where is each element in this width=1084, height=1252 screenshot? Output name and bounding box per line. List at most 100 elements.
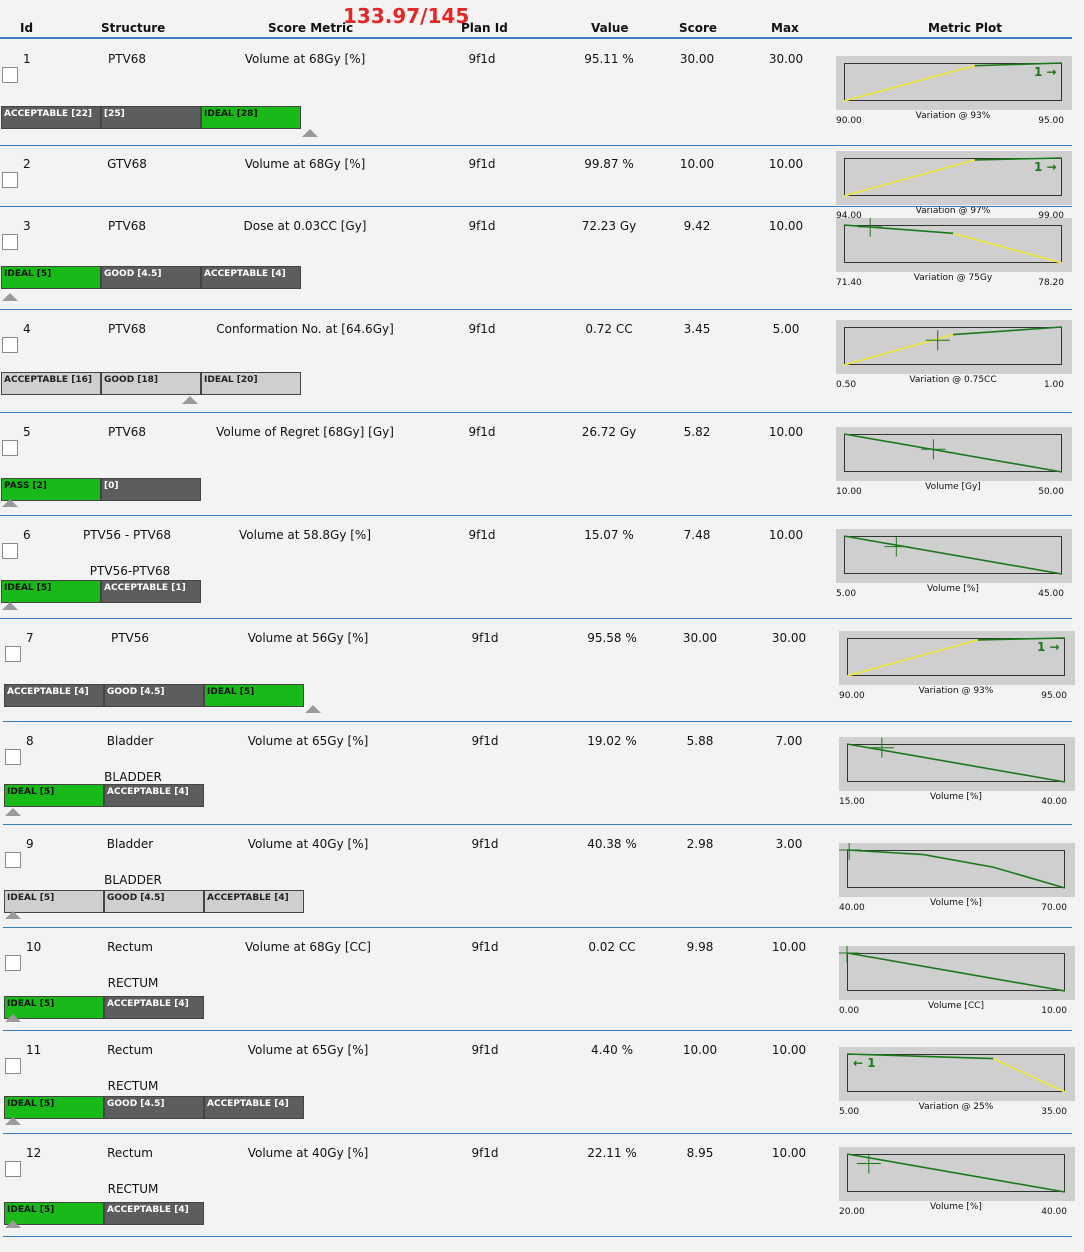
- metric-plot: [836, 320, 1072, 374]
- col-max-header[interactable]: Max: [771, 21, 799, 35]
- plot-area: [847, 744, 1065, 782]
- col-plan-header[interactable]: Plan Id: [461, 21, 508, 35]
- score-pointer-icon: [2, 293, 18, 301]
- row-checkbox[interactable]: [2, 337, 18, 353]
- row-score: 8.95: [686, 1146, 714, 1160]
- row-checkbox[interactable]: [5, 1161, 21, 1177]
- row-score: 7.48: [683, 528, 711, 542]
- table-row[interactable]: 3 PTV68 Dose at 0.03CC [Gy] 9f1d 72.23 Gy 9.4…: [0, 207, 1076, 310]
- plot-caption: Volume [Gy]: [925, 482, 981, 492]
- threshold-label: IDEAL [5]: [7, 787, 55, 797]
- row-checkbox[interactable]: [5, 646, 21, 662]
- plot-svg: [839, 946, 1066, 992]
- plot-max-label: 70.00: [1041, 903, 1067, 913]
- threshold-segment: GOOD [18]: [101, 372, 201, 395]
- table-row[interactable]: 11 Rectum Volume at 65Gy [%] 9f1d 4.40 % 10.0…: [0, 1031, 1076, 1134]
- row-metric: Volume of Regret [68Gy] [Gy]: [216, 425, 394, 439]
- plot-svg: [843, 535, 1063, 575]
- row-score: 30.00: [682, 631, 718, 645]
- row-value: 72.23 Gy: [581, 219, 637, 233]
- row-checkbox[interactable]: [2, 67, 18, 83]
- col-score-header[interactable]: Score: [679, 21, 718, 35]
- col-structure-header[interactable]: Structure: [101, 21, 166, 35]
- threshold-label: IDEAL [5]: [4, 583, 52, 593]
- row-plan-id: 9f1d: [471, 1146, 499, 1160]
- plot-svg: [843, 433, 1063, 473]
- col-plot-header[interactable]: Metric Plot: [928, 21, 1003, 35]
- current-value-marker: [884, 536, 909, 557]
- table-row[interactable]: 2 GTV68 Volume at 68Gy [%] 9f1d 99.87 % 10.00…: [0, 145, 1076, 221]
- threshold-label: PASS [2]: [4, 481, 47, 491]
- row-checkbox[interactable]: [2, 440, 18, 456]
- score-pointer-icon: [5, 1117, 21, 1125]
- row-value: 19.02 %: [587, 734, 637, 748]
- row-max: 30.00: [771, 631, 807, 645]
- row-checkbox[interactable]: [5, 955, 21, 971]
- row-score: 9.98: [686, 940, 714, 954]
- row-id: 1: [23, 52, 31, 66]
- row-max: 5.00: [772, 322, 800, 336]
- row-id: 3: [23, 219, 31, 233]
- row-max: 10.00: [768, 528, 804, 542]
- row-id: 4: [23, 322, 31, 336]
- plot-caption: Variation @ 93%: [918, 686, 994, 696]
- threshold-label: IDEAL [5]: [7, 1205, 55, 1215]
- col-value-header[interactable]: Value: [591, 21, 629, 35]
- threshold-label: ACCEPTABLE [4]: [207, 1099, 289, 1109]
- score-threshold-bar: IDEAL [5] ACCEPTABLE [4]: [4, 784, 204, 807]
- row-max: 10.00: [771, 1146, 807, 1160]
- table-row[interactable]: 1 PTV68 Volume at 68Gy [%] 9f1d 95.11 % 30.00…: [0, 40, 1076, 146]
- threshold-label: IDEAL [5]: [7, 893, 55, 903]
- col-metric-header[interactable]: Score Metric: [268, 21, 354, 35]
- score-threshold-bar: ACCEPTABLE [16] GOOD [18] IDEAL [20]: [1, 372, 301, 395]
- row-checkbox[interactable]: [2, 543, 18, 559]
- row-score: 5.82: [683, 425, 711, 439]
- threshold-label: ACCEPTABLE [4]: [204, 269, 286, 279]
- table-row[interactable]: 8 Bladder Volume at 65Gy [%] 9f1d 19.02 % 5.8…: [0, 722, 1076, 825]
- metric-curve: [974, 62, 1063, 67]
- row-checkbox[interactable]: [5, 1058, 21, 1074]
- table-row[interactable]: 10 Rectum Volume at 68Gy [CC] 9f1d 0.02 CC 9.…: [0, 928, 1076, 1031]
- row-value: 95.11 %: [584, 52, 634, 66]
- row-divider: [3, 721, 1072, 722]
- score-pointer-icon: [182, 396, 198, 404]
- row-metric: Volume at 68Gy [CC]: [245, 940, 371, 954]
- threshold-segment: IDEAL [5]: [4, 996, 104, 1019]
- row-sub-structure: BLADDER: [104, 873, 162, 887]
- plot-area: [847, 1154, 1065, 1192]
- threshold-segment: IDEAL [5]: [4, 890, 104, 913]
- row-metric: Volume at 58.8Gy [%]: [238, 528, 372, 542]
- threshold-segment: ACCEPTABLE [16]: [1, 372, 101, 395]
- row-score: 10.00: [682, 1043, 718, 1057]
- row-metric: Volume at 68Gy [%]: [244, 52, 366, 66]
- table-row[interactable]: 7 PTV56 Volume at 56Gy [%] 9f1d 95.58 % 30.00…: [0, 619, 1076, 722]
- table-row[interactable]: 9 Bladder Volume at 40Gy [%] 9f1d 40.38 % 2.9…: [0, 825, 1076, 928]
- row-checkbox[interactable]: [5, 749, 21, 765]
- score-pointer-icon: [5, 911, 21, 919]
- row-checkbox[interactable]: [2, 234, 18, 250]
- table-row[interactable]: 4 PTV68 Conformation No. at [64.6Gy] 9f1d 0.…: [0, 310, 1076, 413]
- metric-curve: [843, 433, 1063, 473]
- row-max: 10.00: [771, 1043, 807, 1057]
- row-structure: PTV68: [107, 219, 147, 233]
- row-value: 95.58 %: [587, 631, 637, 645]
- row-sub-structure: RECTUM: [107, 1182, 159, 1196]
- row-plan-id: 9f1d: [471, 734, 499, 748]
- col-id-header[interactable]: Id: [20, 21, 34, 35]
- row-id: 6: [23, 528, 31, 542]
- current-value-marker: [839, 843, 862, 860]
- row-divider: [3, 824, 1072, 825]
- plot-min-label: 5.00: [839, 1107, 860, 1117]
- score-threshold-bar: ACCEPTABLE [22] [25] IDEAL [28]: [1, 106, 301, 129]
- table-row[interactable]: 12 Rectum Volume at 40Gy [%] 9f1d 22.11 % 8.9…: [0, 1134, 1076, 1237]
- plot-min-label: 15.00: [839, 797, 865, 807]
- table-row[interactable]: 5 PTV68 Volume of Regret [68Gy] [Gy] 9f1d 26…: [0, 413, 1076, 516]
- plot-max-label: 1.00: [1043, 380, 1064, 390]
- threshold-segment: ACCEPTABLE [22]: [1, 106, 101, 129]
- score-pointer-icon: [5, 1014, 21, 1022]
- plot-min-label: 90.00: [839, 691, 865, 701]
- row-checkbox[interactable]: [2, 172, 18, 188]
- table-row[interactable]: 6 PTV56 - PTV68 Volume at 58.8Gy [%] 9f1d 15…: [0, 516, 1076, 619]
- row-checkbox[interactable]: [5, 852, 21, 868]
- plot-min-label: 20.00: [839, 1207, 865, 1217]
